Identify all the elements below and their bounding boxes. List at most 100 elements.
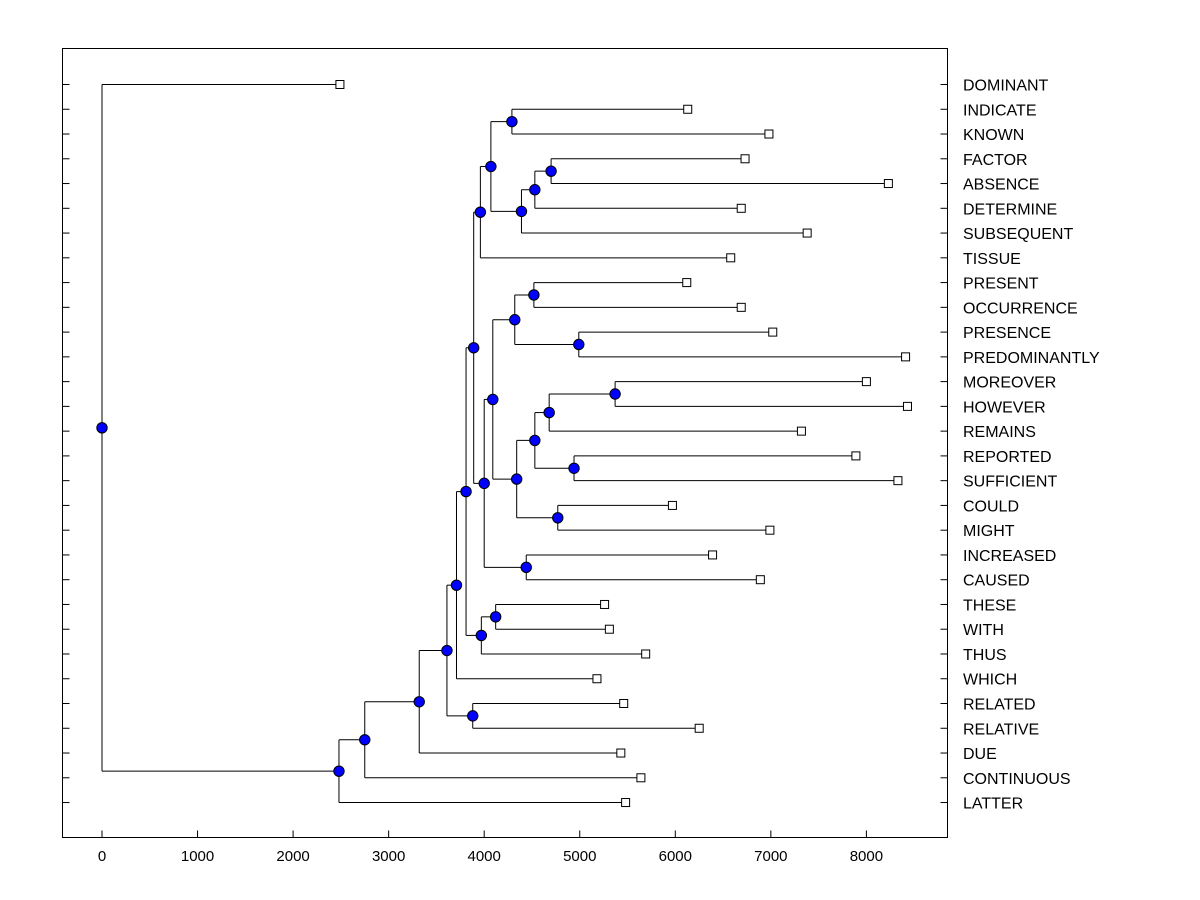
leaf-marker: [796, 426, 806, 436]
leaf-label: PRESENCE: [963, 325, 1051, 342]
leaf-marker: [708, 550, 718, 560]
leaf-label: DOMINANT: [963, 78, 1049, 95]
merge-node: [450, 579, 463, 591]
leaf-marker: [726, 253, 736, 263]
leaf-label: OCCURRENCE: [963, 300, 1078, 317]
leaf-marker: [604, 624, 614, 634]
leaf-marker: [736, 302, 746, 312]
leaf-label: HOWEVER: [963, 399, 1046, 416]
leaf-marker: [893, 476, 903, 486]
leaf-label: PRESENT: [963, 276, 1039, 293]
tick-marks: [62, 84, 948, 838]
merge-node: [441, 644, 453, 657]
leaf-labels: DOMINANT INDICATE KNOWN FACTOR ABSENCE DETERM…: [963, 78, 1100, 813]
leaf-label: ABSENCE: [963, 177, 1039, 194]
leaf-label: MIGHT: [963, 523, 1015, 540]
leaf-label: DUE: [963, 746, 997, 763]
merge-node: [520, 561, 532, 574]
merge-node: [573, 338, 585, 351]
merge-node: [543, 406, 555, 419]
merge-node: [509, 314, 521, 326]
leaf-marker: [883, 179, 893, 189]
merge-node: [510, 473, 523, 485]
merge-node: [609, 388, 621, 400]
leaf-marker: [616, 748, 626, 758]
leaf-label: RELATED: [963, 697, 1036, 714]
merge-node: [359, 734, 371, 746]
leaf-label: RELATIVE: [963, 721, 1039, 738]
merge-node: [474, 206, 487, 218]
leaf-label: CAUSED: [963, 573, 1030, 590]
leaf-markers: [335, 80, 912, 808]
x-tick-label: 6000: [659, 848, 692, 865]
x-axis-tick-labels: 0 1000 2000 3000 4000 5000 6000 7000 8000: [98, 848, 883, 865]
leaf-label: SUFFICIENT: [963, 474, 1057, 491]
merge-node: [478, 477, 490, 490]
leaf-label: INCREASED: [963, 548, 1056, 565]
leaf-marker: [621, 798, 631, 808]
leaf-label: REPORTED: [963, 449, 1052, 466]
merge-node: [529, 434, 541, 447]
leaf-label: REMAINS: [963, 424, 1036, 441]
leaf-marker: [765, 525, 775, 535]
leaf-marker: [682, 278, 692, 288]
leaf-marker: [335, 80, 345, 89]
merge-node: [467, 710, 479, 722]
merge-node: [529, 184, 541, 196]
x-tick-label: 3000: [372, 848, 405, 865]
plot-frame: [62, 48, 948, 838]
leaf-label: WITH: [963, 622, 1004, 639]
x-tick-label: 8000: [850, 848, 883, 865]
leaf-marker: [667, 500, 677, 510]
leaf-label: PREDOMINANTLY: [963, 350, 1100, 367]
leaf-label: DETERMINE: [963, 201, 1057, 218]
merge-node: [528, 289, 540, 301]
merge-node: [506, 115, 518, 128]
leaf-marker: [764, 129, 774, 139]
merge-node: [96, 422, 108, 434]
merge-node: [545, 165, 557, 177]
leaf-marker: [736, 203, 746, 213]
leaf-marker: [600, 599, 610, 609]
leaf-label: THUS: [963, 647, 1007, 664]
x-tick-label: 5000: [563, 848, 596, 865]
merge-node: [460, 485, 472, 498]
leaf-marker: [683, 104, 693, 114]
leaf-marker: [592, 674, 602, 684]
branches: [101, 84, 908, 804]
leaf-label: LATTER: [963, 796, 1023, 813]
x-tick-label: 2000: [276, 848, 309, 865]
leaf-marker: [755, 575, 765, 585]
leaf-marker: [694, 723, 704, 733]
merge-node: [413, 696, 425, 708]
merge-node: [487, 393, 499, 406]
leaf-label: WHICH: [963, 672, 1017, 689]
leaf-label: THESE: [963, 597, 1016, 614]
merge-node: [568, 462, 580, 474]
x-tick-label: 1000: [181, 848, 214, 865]
leaf-marker: [740, 154, 750, 164]
leaf-marker: [902, 401, 912, 411]
leaf-marker: [861, 377, 871, 387]
leaf-marker: [641, 649, 651, 659]
leaf-marker: [768, 327, 778, 337]
merge-node: [333, 765, 345, 777]
leaf-marker: [802, 228, 812, 238]
leaf-label: COULD: [963, 498, 1019, 515]
leaf-marker: [619, 699, 629, 708]
merge-node: [489, 611, 502, 623]
leaf-marker: [636, 773, 646, 783]
leaf-label: MOREOVER: [963, 375, 1056, 392]
merge-node: [475, 629, 488, 642]
merge-nodes: [96, 115, 621, 777]
merge-node: [515, 205, 528, 218]
merge-node: [552, 512, 564, 524]
leaf-label: SUBSEQUENT: [963, 226, 1073, 243]
leaf-marker: [901, 352, 911, 362]
leaf-label: CONTINUOUS: [963, 771, 1071, 788]
x-tick-label: 4000: [468, 848, 501, 865]
leaf-label: KNOWN: [963, 127, 1024, 144]
leaf-label: INDICATE: [963, 102, 1036, 119]
x-tick-label: 0: [98, 848, 106, 865]
